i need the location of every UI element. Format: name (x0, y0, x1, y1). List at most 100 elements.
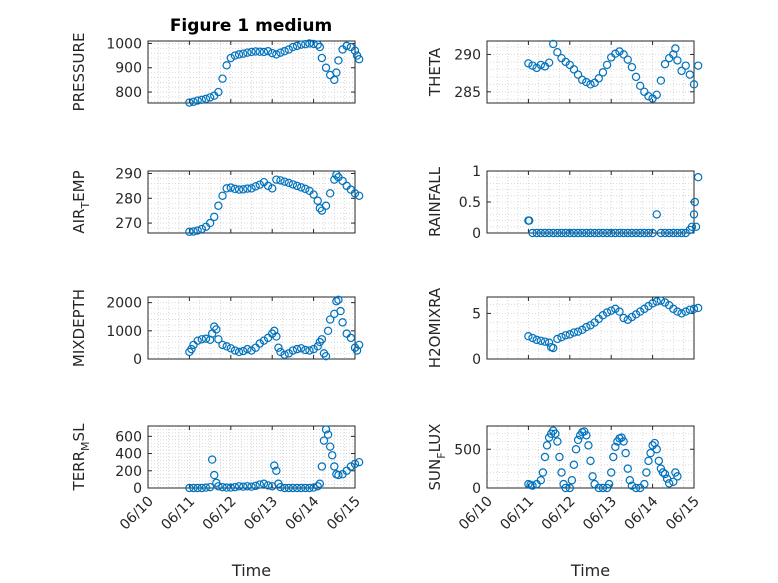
axes-box (486, 425, 695, 489)
data-point (627, 62, 637, 72)
data-point (669, 50, 678, 59)
data-point (272, 332, 281, 341)
data-point (598, 68, 608, 77)
data-point (288, 483, 298, 493)
data-point (350, 189, 360, 198)
data-point (270, 326, 279, 336)
data-point (544, 338, 554, 347)
data-point (243, 48, 252, 57)
data-point (528, 61, 537, 70)
data-point (623, 464, 632, 473)
y-tick-label: 290 (454, 47, 481, 63)
data-point (640, 87, 649, 96)
data-point (565, 60, 575, 70)
data-point (280, 47, 289, 56)
data-point (588, 472, 597, 481)
data-point (268, 48, 277, 58)
data-point (561, 331, 570, 340)
data-point (239, 49, 248, 58)
data-point (693, 61, 703, 70)
data-point (567, 476, 577, 485)
data-point (207, 455, 217, 464)
data-point (226, 53, 235, 63)
x-tick-label: 06/10 (456, 494, 496, 534)
data-point (296, 40, 306, 49)
data-point (635, 307, 645, 316)
data-point (284, 349, 293, 358)
data-point (315, 42, 325, 52)
y-tick-label: 285 (454, 85, 481, 101)
x-tick-label: 06/14 (622, 493, 662, 533)
data-point (321, 63, 331, 72)
data-point (317, 53, 327, 63)
subplot-4: 0 0.5 1 RAINFALL (426, 164, 703, 242)
data-point (189, 227, 198, 236)
x-tick-label: 06/15 (324, 494, 364, 534)
data-point (185, 98, 194, 107)
data-point (234, 482, 244, 491)
data-point (272, 50, 281, 59)
data-point (652, 445, 661, 454)
y-tick-label: 270 (115, 216, 142, 232)
axes-box (147, 296, 356, 360)
data-point (640, 479, 649, 489)
data-point (677, 309, 686, 318)
data-point (681, 61, 690, 70)
data-point (201, 483, 211, 492)
data-point (528, 481, 537, 490)
axes-box (147, 40, 356, 104)
data-point (607, 468, 616, 477)
data-point (640, 304, 649, 314)
data-point (332, 297, 341, 306)
data-point (611, 304, 620, 314)
data-point (325, 442, 335, 451)
data-point (652, 90, 661, 99)
data-point (296, 483, 306, 493)
axes-box (147, 170, 356, 234)
x-tick-label: 06/12 (539, 494, 579, 534)
data-point (305, 346, 314, 355)
data-point (234, 185, 244, 194)
data-series (185, 295, 364, 361)
data-point (321, 201, 331, 210)
data-point (594, 483, 603, 493)
subplot-5: 0 1000 2000 MIXDEPTH (70, 289, 364, 368)
data-series (524, 296, 703, 353)
data-point (234, 347, 244, 357)
data-point (332, 170, 341, 179)
data-point (197, 335, 207, 344)
data-point (524, 59, 533, 68)
data-point (350, 459, 360, 469)
x-tick-label: 06/13 (580, 494, 620, 534)
y-tick-label: 5 (472, 306, 481, 322)
data-point (540, 452, 550, 462)
x-tick-label: 06/10 (117, 494, 157, 534)
data-point (280, 177, 289, 186)
data-point (540, 228, 550, 238)
data-point (243, 482, 252, 491)
data-point (623, 315, 632, 324)
data-point (578, 228, 587, 238)
data-point (631, 72, 641, 82)
data-point (693, 172, 703, 182)
data-point (590, 78, 599, 88)
data-point (644, 228, 653, 238)
data-point (525, 216, 534, 225)
data-point (189, 97, 198, 106)
data-point (690, 197, 700, 207)
data-point (263, 181, 273, 191)
data-point (644, 301, 653, 311)
data-point (573, 327, 583, 336)
data-point (673, 307, 682, 316)
data-point (214, 335, 223, 344)
data-point (210, 470, 219, 480)
grid-lines (486, 41, 695, 103)
data-point (222, 61, 231, 70)
data-point (193, 483, 202, 493)
data-point (607, 306, 616, 315)
y-tick-label: 0 (133, 352, 142, 368)
data-point (691, 222, 701, 231)
data-point (656, 296, 666, 305)
x-tick-label: 06/14 (283, 493, 323, 533)
axes-box (147, 425, 356, 489)
